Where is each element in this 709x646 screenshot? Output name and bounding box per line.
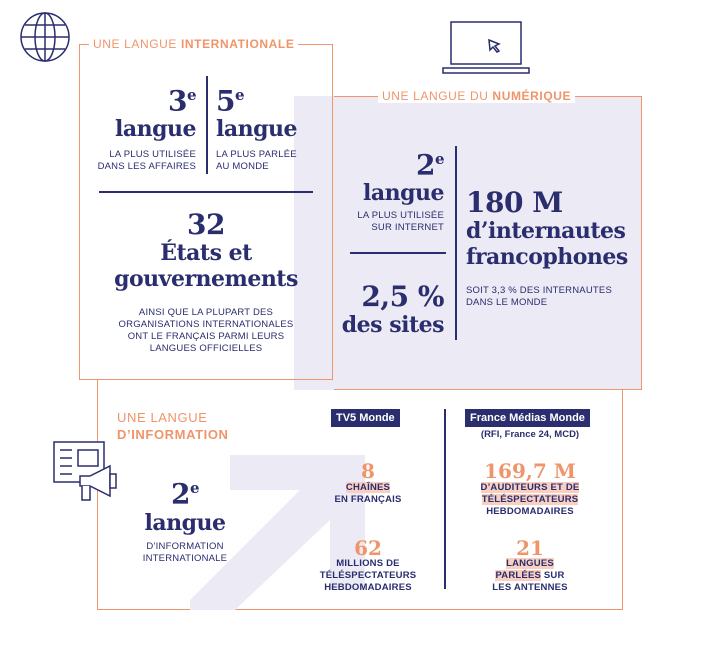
information-stat-caption: D’INFORMATION INTERNATIONALE	[142, 541, 228, 564]
numerique-stat2-word: des sites	[341, 312, 445, 338]
numerique-stat3-caption: SOIT 3,3 % DES INTERNAUTES DANS LE MONDE	[466, 285, 612, 308]
numerique-divider-horizontal	[350, 252, 446, 254]
information-stat-word: langue	[144, 510, 226, 537]
information-box-top-left	[97, 380, 98, 390]
numerique-stat-internautes: 180 M d’internautes francophones	[466, 186, 641, 271]
fmm-langues-number: 21	[516, 536, 544, 560]
states-line2: gouvernements	[114, 266, 298, 292]
numerique-stat1-caption: LA PLUS UTILISÉE SUR INTERNET	[357, 210, 444, 233]
tv5-chaines-number: 8	[361, 459, 375, 483]
tv5-telespectateurs-number: 62	[354, 536, 382, 560]
numerique-stat3-number: 180 M	[466, 186, 563, 219]
diagonal-arrow-graphic	[190, 455, 365, 610]
numerique-divider-vertical	[455, 146, 457, 340]
divider-vertical	[206, 76, 208, 174]
numerique-stat3-line1: d’internautes	[466, 218, 626, 244]
fmm-langues-caption: LANGUES PARLÉES SUR LES ANTENNES	[492, 558, 568, 593]
france-medias-monde-tag: France Médias Monde	[465, 409, 590, 427]
international-stat2-word: langue	[216, 116, 297, 143]
fmm-audience-caption: D’AUDITEURS ET DE TÉLÉSPECTATEURS HEBDOM…	[480, 482, 580, 517]
divider-horizontal	[99, 191, 313, 193]
international-stat-rank-spoken: 5e langue	[216, 80, 316, 143]
laptop-cursor-icon	[442, 21, 530, 74]
international-stat1-caption: LA PLUS UTILISÉE DANS LES AFFAIRES	[97, 149, 196, 172]
numerique-stat1-word: langue	[363, 180, 444, 207]
numerique-stat2-number: 2,5 %	[361, 280, 444, 313]
international-stat-rank-business: 3e langue	[100, 80, 197, 143]
information-stat-number: 2e	[170, 477, 200, 511]
states-number: 32	[187, 208, 225, 241]
international-stat1-word: langue	[115, 116, 196, 143]
international-states-stat: 32 États et gouvernements	[90, 208, 322, 293]
fmm-audience-number: 169,7 M	[484, 459, 576, 483]
numerique-section-title: UNE LANGUE DU NUMÉRIQUE	[378, 89, 576, 103]
international-stat1-number: 3e	[167, 84, 197, 118]
international-section-title: UNE LANGUE INTERNATIONALE	[89, 37, 299, 51]
numerique-stat3-line2: francophones	[466, 244, 628, 270]
numerique-stat-sites: 2,5 % des sites	[330, 280, 445, 339]
megaphone-document-icon	[53, 441, 117, 501]
france-medias-monde-subtitle: (RFI, France 24, MCD)	[480, 429, 580, 440]
tv5-chaines-caption: CHAÎNES EN FRANÇAIS	[334, 482, 402, 505]
tv5-telespectateurs-caption: MILLIONS DE TÉLÉSPECTATEURS HEBDOMADAIRE…	[319, 558, 417, 593]
information-divider-vertical	[444, 409, 446, 589]
international-states-caption: AINSI QUE LA PLUPART DES ORGANISATIONS I…	[118, 307, 294, 354]
international-stat2-caption: LA PLUS PARLÉE AU MONDE	[216, 149, 297, 172]
information-box	[97, 390, 623, 610]
globe-icon	[20, 12, 70, 62]
information-stat-rank: 2e langue	[130, 473, 240, 537]
tv5-monde-tag: TV5 Monde	[331, 409, 400, 427]
information-section-title: UNE LANGUE D’INFORMATION	[117, 410, 229, 442]
international-stat2-number: 5e	[216, 84, 245, 118]
numerique-stat-internet-rank: 2e langue	[340, 144, 445, 207]
numerique-panel-background	[294, 96, 641, 390]
states-line1: États et	[160, 240, 252, 266]
numerique-stat1-number: 2e	[415, 148, 445, 182]
